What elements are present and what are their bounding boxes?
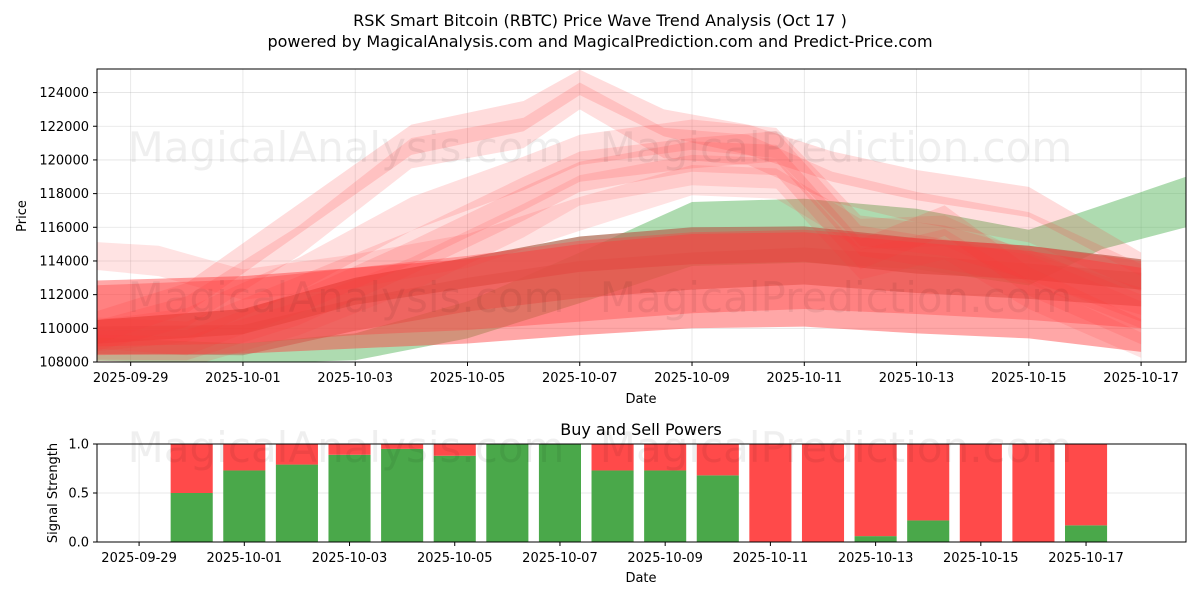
price-x-tick-label: 2025-10-17 <box>1103 371 1179 386</box>
power-x-tick-label: 2025-10-09 <box>627 551 703 566</box>
power-x-tick-label: 2025-10-03 <box>312 551 388 566</box>
price-y-tick-label: 118000 <box>39 187 89 202</box>
sell-power-bar <box>433 444 476 456</box>
sell-power-bar <box>1012 444 1055 542</box>
price-x-tick-label: 2025-09-29 <box>93 371 169 386</box>
sell-power-bar <box>644 444 687 471</box>
price-wave-band-6 <box>97 69 1142 345</box>
buy-power-bar <box>381 448 424 542</box>
power-y-tick-label: 1.0 <box>68 438 89 453</box>
price-y-tick-label: 116000 <box>39 221 89 236</box>
price-y-tick-label: 120000 <box>39 153 89 168</box>
buy-power-bar <box>170 493 213 542</box>
power-chart: Buy and Sell Powers MagicalAnalysis.com … <box>46 420 1187 586</box>
price-wave-band-9 <box>97 119 1142 352</box>
power-y-tick-label: 0.0 <box>68 536 89 551</box>
sell-power-bar <box>696 444 739 476</box>
sell-power-bar <box>907 444 950 521</box>
price-y-ticks: 108000 110000 112000 114000 116000 118000 1200… <box>39 86 97 371</box>
price-x-tick-label: 2025-10-05 <box>430 371 506 386</box>
price-y-axis-label: Price <box>15 200 30 232</box>
chart-title: RSK Smart Bitcoin (RBTC) Price Wave Tren… <box>353 11 847 30</box>
price-wave-band-3 <box>97 247 1142 356</box>
power-x-ticks: 2025-09-29 2025-10-01 2025-10-03 2025-10-05… <box>101 542 1124 566</box>
watermark-prediction-2: MagicalPrediction.com <box>600 273 1073 322</box>
power-x-tick-label: 2025-10-13 <box>838 551 914 566</box>
price-y-tick-label: 110000 <box>39 322 89 337</box>
price-x-axis-label: Date <box>625 392 656 407</box>
chart-subtitle: powered by MagicalAnalysis.com and Magic… <box>267 32 932 51</box>
price-wave-band-4 <box>97 232 1142 356</box>
power-x-tick-label: 2025-10-11 <box>733 551 809 566</box>
buy-power-bar <box>907 520 950 542</box>
sell-power-bar <box>801 444 845 542</box>
price-y-tick-label: 114000 <box>39 254 89 269</box>
power-chart-title: Buy and Sell Powers <box>560 420 722 439</box>
sell-power-bar <box>749 444 792 542</box>
buy-power-bar <box>328 454 371 542</box>
price-x-tick-label: 2025-10-15 <box>991 371 1067 386</box>
sell-power-bar <box>223 444 266 471</box>
price-x-tick-label: 2025-10-13 <box>879 371 955 386</box>
buy-power-bar <box>223 470 266 542</box>
buy-power-bar <box>854 536 897 542</box>
sell-power-bar <box>854 444 897 537</box>
power-x-axis-label: Date <box>625 571 656 586</box>
power-x-tick-label: 2025-10-01 <box>207 551 283 566</box>
price-y-tick-label: 108000 <box>39 356 89 371</box>
buy-power-bar <box>275 464 318 542</box>
buy-power-bar <box>644 470 687 542</box>
price-plot-frame <box>96 68 1187 363</box>
sell-power-bar <box>328 444 371 455</box>
price-x-tick-label: 2025-10-01 <box>205 371 281 386</box>
price-x-tick-label: 2025-10-09 <box>654 371 730 386</box>
sell-power-bar <box>591 444 634 471</box>
price-x-tick-label: 2025-10-07 <box>542 371 618 386</box>
price-wave-bands <box>97 69 1186 362</box>
price-y-tick-label: 112000 <box>39 288 89 303</box>
price-wave-band-11 <box>97 154 1142 362</box>
watermark-analysis: MagicalAnalysis.com <box>128 123 565 172</box>
sell-power-bar <box>275 444 318 465</box>
price-x-tick-label: 2025-10-11 <box>767 371 843 386</box>
price-y-tick-label: 122000 <box>39 120 89 135</box>
buy-power-bar <box>433 455 476 542</box>
power-x-tick-label: 2025-09-29 <box>101 551 177 566</box>
price-wave-band-5 <box>97 229 1142 347</box>
watermark-power-analysis: MagicalAnalysis.com <box>128 423 565 472</box>
buy-power-bar <box>1065 525 1108 542</box>
power-bars <box>170 444 1108 542</box>
sell-power-bar <box>381 444 424 449</box>
buy-power-bar <box>486 444 529 542</box>
price-wave-band-10 <box>97 141 1142 361</box>
sell-power-bar <box>959 444 1002 542</box>
watermark-prediction: MagicalPrediction.com <box>600 123 1073 172</box>
sell-power-bar <box>170 444 213 493</box>
power-y-ticks: 0.0 0.5 1.0 <box>68 438 97 551</box>
price-y-tick-label: 124000 <box>39 86 89 101</box>
price-wave-band-12 <box>97 165 1142 315</box>
price-x-tick-label: 2025-10-03 <box>317 371 393 386</box>
watermark-power-prediction: MagicalPrediction.com <box>600 423 1073 472</box>
sell-power-bar <box>1065 444 1108 526</box>
power-x-tick-label: 2025-10-17 <box>1048 551 1124 566</box>
power-x-tick-label: 2025-10-05 <box>417 551 493 566</box>
price-wave-band-7 <box>97 82 1142 351</box>
power-x-tick-label: 2025-10-07 <box>522 551 598 566</box>
power-y-tick-label: 0.5 <box>68 487 89 502</box>
watermark-analysis-2: MagicalAnalysis.com <box>128 273 565 322</box>
power-y-axis-label: Signal Strength <box>46 443 61 543</box>
price-chart: MagicalAnalysis.com MagicalPrediction.co… <box>15 68 1187 407</box>
buy-power-bar <box>591 470 634 542</box>
price-wave-band-8 <box>97 131 1142 356</box>
price-x-ticks: 2025-09-29 2025-10-01 2025-10-03 2025-10-05… <box>93 362 1179 386</box>
buy-power-bar <box>696 475 739 542</box>
buy-power-bar <box>538 444 581 542</box>
power-x-tick-label: 2025-10-15 <box>943 551 1019 566</box>
